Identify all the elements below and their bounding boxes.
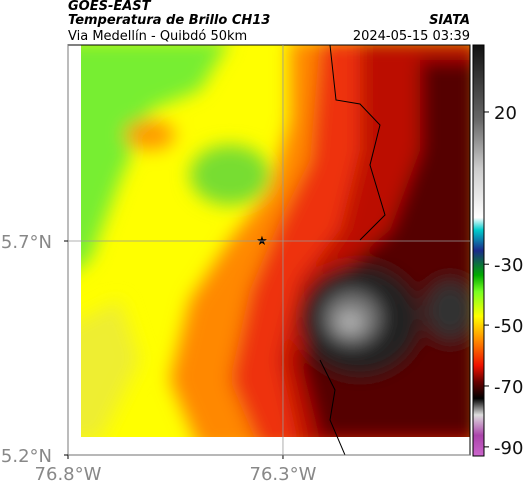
timestamp: 2024-05-15 03:39: [353, 29, 470, 44]
colorbar-tick-label: 20: [494, 103, 517, 124]
product: GOES-EAST: [68, 0, 152, 14]
colorbar-tick-label: -90: [494, 438, 523, 459]
colorbar-tick-label: -50: [494, 316, 523, 337]
coastline: [329, 44, 386, 241]
location-star: ★: [256, 234, 268, 249]
colorbar-tick-label: -70: [494, 377, 523, 398]
subtitle: Via Medellín - Quibdó 50km: [68, 29, 247, 44]
x-tick-label: 76.3°W: [250, 464, 317, 485]
y-tick-label: 5.7°N: [1, 232, 52, 253]
border: [319, 359, 346, 456]
y-tick-label: 5.2°N: [1, 446, 52, 467]
colorbar: [472, 44, 485, 457]
title: Temperatura de Brillo CH13: [68, 13, 270, 28]
source: SIATA: [429, 13, 470, 28]
colorbar-tick-label: -30: [494, 255, 523, 276]
x-tick-label: 76.8°W: [35, 464, 102, 485]
brightness-field: [81, 45, 470, 437]
